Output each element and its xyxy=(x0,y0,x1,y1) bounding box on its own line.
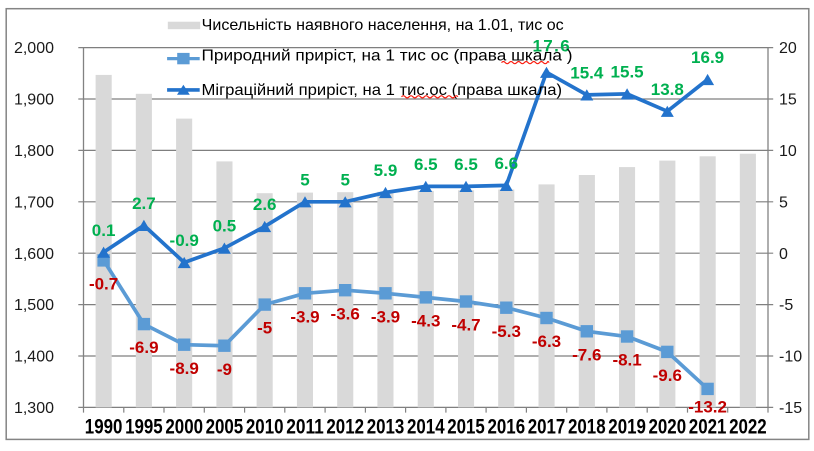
svg-text:-8.1: -8.1 xyxy=(612,351,641,370)
svg-text:2012: 2012 xyxy=(326,416,364,439)
svg-text:-10: -10 xyxy=(779,349,802,366)
svg-text:2000: 2000 xyxy=(165,416,203,439)
svg-text:2,000: 2,000 xyxy=(14,40,54,57)
svg-text:2014: 2014 xyxy=(407,416,445,439)
svg-text:5.9: 5.9 xyxy=(374,161,398,180)
svg-text:15.5: 15.5 xyxy=(611,63,644,82)
svg-text:Чисельність наявного населення: Чисельність наявного населення, на 1.01,… xyxy=(202,17,564,34)
svg-text:-0.7: -0.7 xyxy=(89,275,118,294)
svg-text:2015: 2015 xyxy=(447,416,485,439)
svg-text:2019: 2019 xyxy=(608,416,646,439)
svg-text:1990: 1990 xyxy=(85,416,123,439)
svg-text:1995: 1995 xyxy=(125,416,163,439)
svg-text:2022: 2022 xyxy=(729,416,767,439)
svg-text:-5: -5 xyxy=(257,319,272,338)
svg-text:-3.6: -3.6 xyxy=(331,304,360,323)
svg-text:1,300: 1,300 xyxy=(14,400,54,417)
svg-text:5: 5 xyxy=(779,194,788,211)
svg-text:-3.9: -3.9 xyxy=(290,307,319,326)
svg-text:-9.6: -9.6 xyxy=(653,366,682,385)
svg-text:2011: 2011 xyxy=(286,416,324,439)
svg-text:Природний приріст, на 1 тис ос: Природний приріст, на 1 тис ос (права шк… xyxy=(202,48,573,65)
svg-text:2021: 2021 xyxy=(689,416,727,439)
svg-text:5: 5 xyxy=(340,170,349,189)
svg-text:Міграційний приріст, на 1 тис.: Міграційний приріст, на 1 тис.ос (права … xyxy=(202,82,563,99)
svg-text:-0.9: -0.9 xyxy=(170,231,199,250)
svg-text:2010: 2010 xyxy=(246,416,284,439)
svg-text:6.5: 6.5 xyxy=(454,155,478,174)
svg-text:5: 5 xyxy=(300,170,309,189)
svg-text:2013: 2013 xyxy=(367,416,405,439)
svg-text:2005: 2005 xyxy=(206,416,244,439)
svg-text:1,900: 1,900 xyxy=(14,92,54,109)
svg-text:0.1: 0.1 xyxy=(92,221,116,240)
svg-text:-3.9: -3.9 xyxy=(371,307,400,326)
svg-text:-5.3: -5.3 xyxy=(492,322,521,341)
svg-text:1,700: 1,700 xyxy=(14,194,54,211)
svg-text:2.7: 2.7 xyxy=(132,194,156,213)
svg-text:-6.3: -6.3 xyxy=(532,332,561,351)
svg-text:-4.3: -4.3 xyxy=(411,312,440,331)
svg-text:20: 20 xyxy=(779,40,797,57)
svg-text:-9: -9 xyxy=(217,360,232,379)
svg-text:1,500: 1,500 xyxy=(14,297,54,314)
svg-text:2018: 2018 xyxy=(568,416,606,439)
svg-text:-15: -15 xyxy=(779,400,802,417)
svg-text:0.5: 0.5 xyxy=(213,217,237,236)
svg-text:-7.6: -7.6 xyxy=(572,345,601,364)
svg-text:6.5: 6.5 xyxy=(414,155,438,174)
svg-text:6.6: 6.6 xyxy=(494,154,518,173)
svg-text:1,600: 1,600 xyxy=(14,246,54,263)
svg-text:0: 0 xyxy=(779,246,788,263)
svg-text:15.4: 15.4 xyxy=(570,64,604,83)
svg-text:15: 15 xyxy=(779,92,797,109)
svg-text:2.6: 2.6 xyxy=(253,195,277,214)
svg-text:13.8: 13.8 xyxy=(651,80,684,99)
svg-text:-6.9: -6.9 xyxy=(129,338,158,357)
svg-text:-5: -5 xyxy=(779,297,793,314)
svg-text:10: 10 xyxy=(779,143,797,160)
svg-text:-8.9: -8.9 xyxy=(170,359,199,378)
svg-text:-4.7: -4.7 xyxy=(451,316,480,335)
svg-text:17.6: 17.6 xyxy=(532,37,571,56)
svg-text:2017: 2017 xyxy=(528,416,566,439)
svg-text:2020: 2020 xyxy=(649,416,687,439)
svg-text:-13.2: -13.2 xyxy=(688,397,727,416)
svg-text:2016: 2016 xyxy=(488,416,526,439)
svg-text:1,400: 1,400 xyxy=(14,349,54,366)
svg-text:1,800: 1,800 xyxy=(14,143,54,160)
svg-text:16.9: 16.9 xyxy=(691,48,724,67)
